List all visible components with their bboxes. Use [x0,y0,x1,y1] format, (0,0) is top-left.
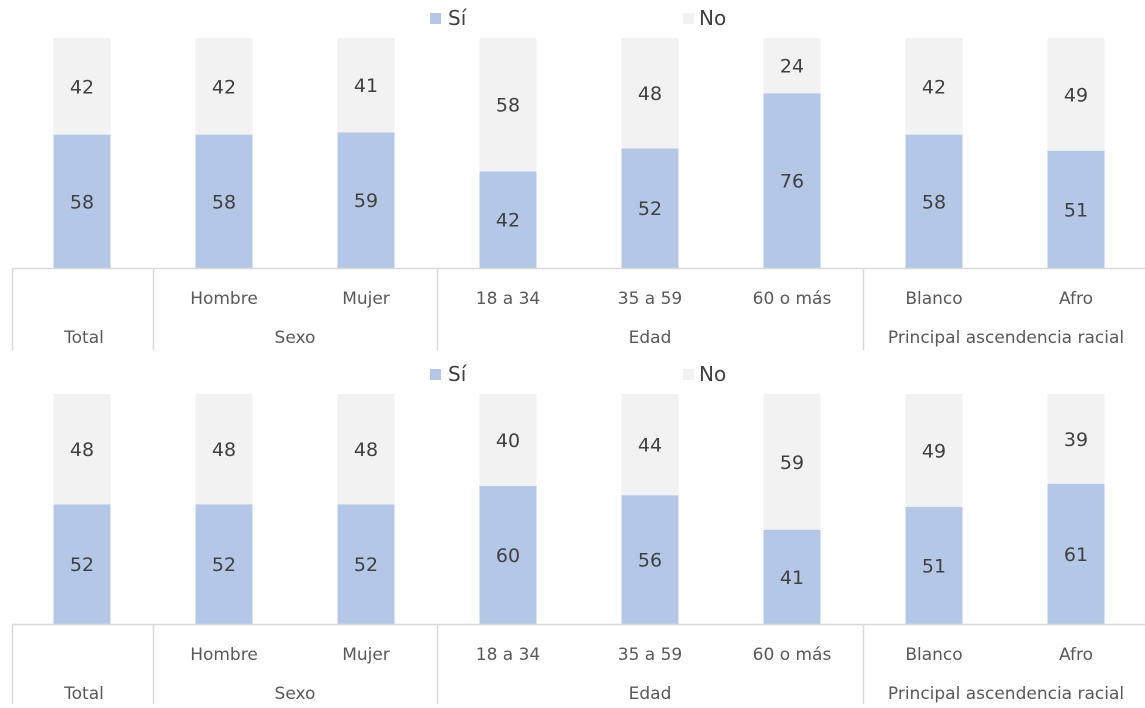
chart2-bar-si-1 [195,504,253,624]
chart1-bar-no-5 [763,38,821,94]
chart2-bar-no-1 [195,394,253,505]
chart2-bar-si-5 [763,529,821,624]
chart1-legend-swatch-no [683,13,694,24]
chart1-category-label-4: 35 a 59 [618,289,683,309]
chart2-bar-si-4 [621,495,679,624]
chart1-bar-si-3 [479,171,537,268]
chart1-bar-no-0 [53,38,111,135]
chart1-bar-no-4 [621,38,679,149]
chart1-group-label-0: Total [63,328,104,348]
chart1-legend-label-si: Sí [448,6,468,30]
chart2-category-label-5: 60 o más [753,645,832,665]
chart2-data-label-no-1: 48 [212,439,236,461]
chart1-data-label-no-4: 48 [638,83,662,105]
chart1-data-label-si-4: 52 [638,198,662,220]
chart2-data-label-no-5: 59 [780,452,804,474]
chart1-bar-si-7 [1047,150,1105,268]
chart2-bar-si-3 [479,486,537,624]
chart2-bar-no-3 [479,394,537,486]
chart1-category-label-2: Mujer [342,289,390,309]
chart1-data-label-si-2: 59 [354,190,378,212]
chart1-data-label-si-3: 42 [496,210,520,232]
chart1-category-label-5: 60 o más [753,289,832,309]
chart1-bar-si-4 [621,148,679,268]
chart2-category-label-1: Hombre [190,645,258,665]
chart1-data-label-si-5: 76 [780,171,804,193]
chart2-bar-no-4 [621,394,679,496]
chart1-bar-si-6 [905,134,963,268]
chart1-data-label-no-5: 24 [780,56,804,78]
chart2-group-label-2: Edad [629,684,672,704]
chart1-data-label-no-1: 42 [212,76,236,98]
chart2-data-label-si-5: 41 [780,567,804,589]
chart1-bar-no-1 [195,38,253,135]
chart2-data-label-no-3: 40 [496,430,520,452]
chart2-bar-si-7 [1047,483,1105,624]
chart2-group-label-1: Sexo [275,684,316,704]
chart2-group-label-0: Total [63,684,104,704]
chart1-bar-si-1 [195,134,253,268]
chart2-legend-label-no: No [699,362,726,386]
chart1-bar-no-6 [905,38,963,135]
chart2-data-label-si-3: 60 [496,545,520,567]
chart1-category-label-7: Afro [1059,289,1093,309]
chart1-legend-swatch-si [430,13,441,24]
chart2-bar-si-6 [905,506,963,624]
chart1-bar-no-7 [1047,38,1105,151]
chart1-legend-label-no: No [699,6,726,30]
chart2-data-label-si-7: 61 [1064,544,1088,566]
chart1-data-label-no-6: 42 [922,76,946,98]
chart2-bar-no-2 [337,394,395,505]
chart1-category-label-6: Blanco [905,289,962,309]
chart2-category-label-6: Blanco [905,645,962,665]
chart2-data-label-si-6: 51 [922,555,946,577]
chart2-category-label-7: Afro [1059,645,1093,665]
chart1-data-label-no-0: 42 [70,76,94,98]
chart2-data-label-no-2: 48 [354,439,378,461]
chart2-legend-swatch-no [683,369,694,380]
chart2-category-label-3: 18 a 34 [476,645,541,665]
chart2-bar-no-6 [905,394,963,507]
chart2-bar-no-7 [1047,394,1105,484]
chart1-group-label-2: Edad [629,328,672,348]
chart1-data-label-no-7: 49 [1064,84,1088,106]
chart2-data-label-si-1: 52 [212,554,236,576]
chart2-legend-swatch-si [430,369,441,380]
chart2-bar-si-2 [337,504,395,624]
chart1-category-label-3: 18 a 34 [476,289,541,309]
chart2-data-label-no-7: 39 [1064,429,1088,451]
chart1-category-label-1: Hombre [190,289,258,309]
chart1-bar-si-2 [337,132,395,268]
chart1-data-label-si-7: 51 [1064,199,1088,221]
chart2-bar-no-5 [763,394,821,530]
chart2-data-label-si-0: 52 [70,554,94,576]
chart2-category-label-2: Mujer [342,645,390,665]
chart2-bar-no-0 [53,394,111,505]
chart2-group-label-3: Principal ascendencia racial [888,684,1124,704]
chart2-data-label-si-4: 56 [638,550,662,572]
chart1-data-label-si-0: 58 [70,191,94,213]
chart2-data-label-no-0: 48 [70,439,94,461]
chart1-data-label-no-3: 58 [496,95,520,117]
chart2-data-label-si-2: 52 [354,554,378,576]
chart2-legend-label-si: Sí [448,362,468,386]
chart1-data-label-si-1: 58 [212,191,236,213]
chart1-group-label-3: Principal ascendencia racial [888,328,1124,348]
chart2-data-label-no-4: 44 [638,435,662,457]
chart1-bar-no-2 [337,38,395,133]
chart2-category-label-4: 35 a 59 [618,645,683,665]
chart2-bar-si-0 [53,504,111,624]
chart1-bar-si-5 [763,93,821,268]
chart2-data-label-no-6: 49 [922,440,946,462]
chart1-data-label-si-6: 58 [922,191,946,213]
chart1-group-label-1: Sexo [275,328,316,348]
chart1-data-label-no-2: 41 [354,75,378,97]
chart1-bar-si-0 [53,134,111,268]
chart1-bar-no-3 [479,38,537,172]
